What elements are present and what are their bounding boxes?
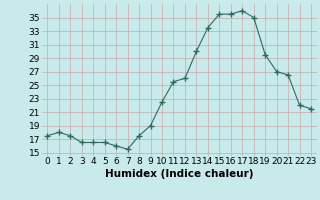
X-axis label: Humidex (Indice chaleur): Humidex (Indice chaleur) (105, 169, 253, 179)
